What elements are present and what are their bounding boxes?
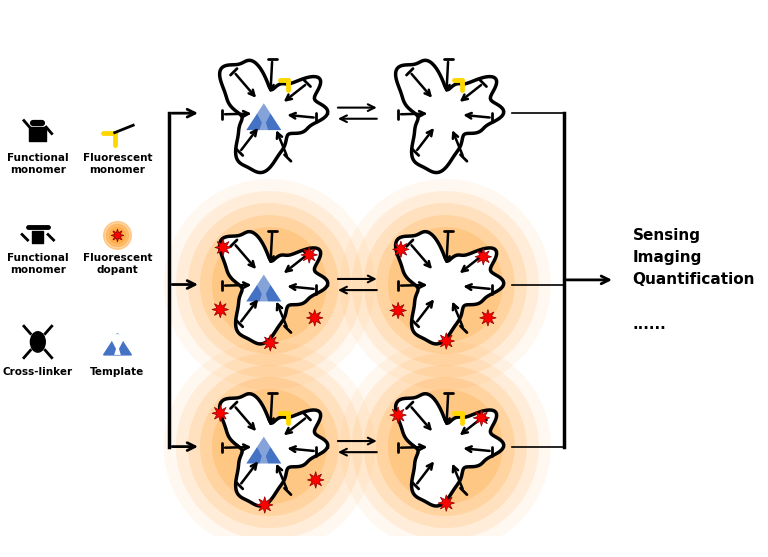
Polygon shape (390, 407, 406, 423)
Polygon shape (220, 232, 328, 344)
Polygon shape (396, 60, 504, 173)
Polygon shape (111, 229, 124, 242)
Polygon shape (364, 365, 527, 528)
Polygon shape (475, 248, 492, 265)
Polygon shape (212, 227, 327, 342)
Polygon shape (301, 247, 317, 263)
Polygon shape (244, 435, 283, 465)
Polygon shape (215, 239, 231, 256)
Text: Fluorescent
monomer: Fluorescent monomer (83, 153, 152, 174)
Polygon shape (438, 333, 455, 349)
Text: Fluorescent
dopant: Fluorescent dopant (83, 253, 152, 275)
Polygon shape (307, 472, 324, 488)
Polygon shape (220, 60, 328, 173)
Polygon shape (396, 232, 504, 344)
Polygon shape (254, 101, 273, 131)
Polygon shape (164, 341, 375, 552)
Polygon shape (339, 179, 551, 390)
Polygon shape (212, 301, 229, 318)
Text: Functional
monomer: Functional monomer (7, 253, 68, 275)
Circle shape (112, 230, 123, 241)
Polygon shape (339, 341, 551, 552)
Polygon shape (376, 377, 515, 516)
Polygon shape (220, 394, 328, 506)
Text: Template: Template (91, 367, 144, 377)
Polygon shape (396, 394, 504, 506)
Polygon shape (376, 215, 515, 354)
Polygon shape (364, 203, 527, 366)
Polygon shape (244, 273, 283, 302)
Polygon shape (244, 101, 283, 131)
Polygon shape (104, 334, 131, 355)
Polygon shape (390, 302, 406, 319)
Circle shape (109, 227, 126, 244)
Circle shape (104, 222, 131, 250)
Polygon shape (254, 435, 273, 465)
Polygon shape (479, 310, 496, 326)
Polygon shape (200, 377, 339, 516)
Text: Cross-linker: Cross-linker (3, 367, 73, 377)
Polygon shape (352, 191, 539, 378)
Polygon shape (392, 241, 409, 258)
Polygon shape (473, 409, 490, 426)
Polygon shape (200, 215, 339, 354)
Polygon shape (212, 389, 327, 504)
Ellipse shape (31, 332, 45, 352)
Polygon shape (306, 310, 323, 326)
Text: Functional
monomer: Functional monomer (7, 153, 68, 174)
Polygon shape (352, 353, 539, 540)
Polygon shape (164, 179, 375, 390)
Circle shape (106, 224, 128, 247)
Polygon shape (188, 203, 351, 366)
Polygon shape (257, 497, 273, 514)
Polygon shape (212, 405, 229, 422)
Polygon shape (188, 365, 351, 528)
Polygon shape (262, 335, 279, 351)
Polygon shape (388, 389, 503, 504)
Polygon shape (388, 227, 503, 342)
Polygon shape (254, 273, 273, 302)
Text: Sensing
Imaging
Quantification

......: Sensing Imaging Quantification ...... (632, 228, 755, 332)
Polygon shape (176, 353, 363, 540)
Polygon shape (438, 495, 455, 511)
Polygon shape (111, 334, 124, 355)
Polygon shape (176, 191, 363, 378)
